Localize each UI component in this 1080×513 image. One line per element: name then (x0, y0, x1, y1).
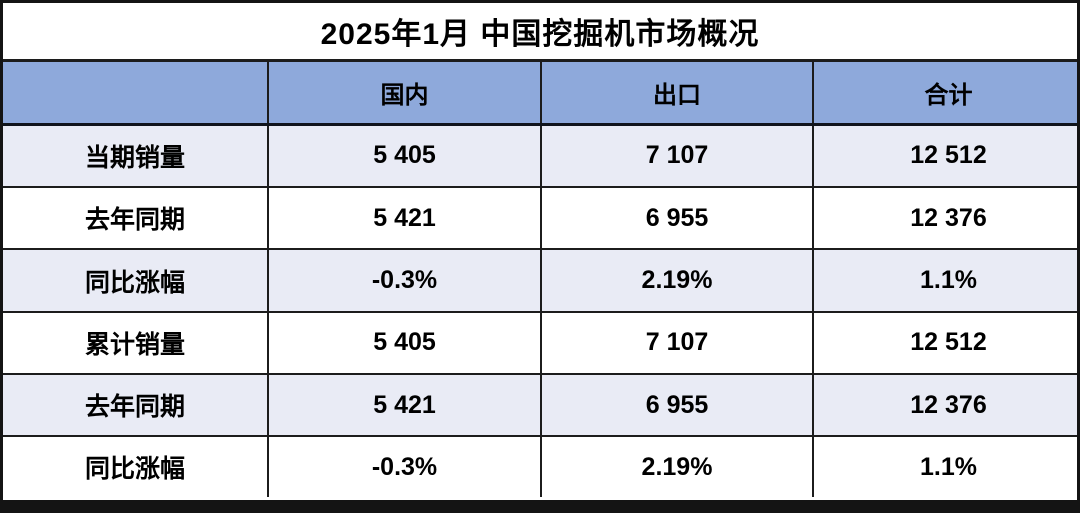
row-label: 累计销量 (3, 310, 269, 376)
row-label: 当期销量 (3, 122, 269, 189)
row-label: 同比涨幅 (3, 435, 269, 497)
cell-value: 5 405 (267, 122, 542, 189)
column-header-total: 合计 (812, 62, 1077, 126)
table-body: 当期销量 5 405 7 107 12 512 去年同期 5 421 6 955… (3, 122, 1077, 497)
table-row: 同比涨幅 -0.3% 2.19% 1.1% (3, 248, 1077, 313)
table-row: 同比涨幅 -0.3% 2.19% 1.1% (3, 435, 1077, 497)
cell-value: 2.19% (540, 248, 814, 313)
cell-value: 1.1% (812, 248, 1077, 313)
cell-value: 5 405 (267, 310, 542, 376)
corner-header-cell (3, 62, 269, 126)
row-label: 同比涨幅 (3, 248, 269, 313)
cell-value: 12 376 (812, 372, 1077, 438)
cell-value: 7 107 (540, 310, 814, 376)
column-header-domestic: 国内 (267, 62, 542, 126)
table-header: 国内 出口 合计 (3, 62, 1077, 126)
cell-value: 12 512 (812, 122, 1077, 189)
cell-value: 7 107 (540, 122, 814, 189)
data-table: 国内 出口 合计 当期销量 5 405 7 107 12 512 去年同期 5 … (3, 62, 1077, 497)
cell-value: -0.3% (267, 435, 542, 497)
cell-value: 12 376 (812, 186, 1077, 251)
table-row: 去年同期 5 421 6 955 12 376 (3, 372, 1077, 438)
table-row: 当期销量 5 405 7 107 12 512 (3, 122, 1077, 189)
cell-value: 1.1% (812, 435, 1077, 497)
cell-value: -0.3% (267, 248, 542, 313)
table-title-row: 2025年1月 中国挖掘机市场概况 (3, 3, 1077, 62)
cell-value: 12 512 (812, 310, 1077, 376)
header-row: 国内 出口 合计 (3, 62, 1077, 126)
cell-value: 5 421 (267, 372, 542, 438)
page-title: 2025年1月 中国挖掘机市场概况 (320, 18, 760, 51)
cell-value: 6 955 (540, 186, 814, 251)
row-label: 去年同期 (3, 372, 269, 438)
row-label: 去年同期 (3, 186, 269, 251)
cell-value: 6 955 (540, 372, 814, 438)
cell-value: 5 421 (267, 186, 542, 251)
table-row: 累计销量 5 405 7 107 12 512 (3, 310, 1077, 376)
column-header-export: 出口 (540, 62, 814, 126)
table-row: 去年同期 5 421 6 955 12 376 (3, 186, 1077, 251)
cell-value: 2.19% (540, 435, 814, 497)
